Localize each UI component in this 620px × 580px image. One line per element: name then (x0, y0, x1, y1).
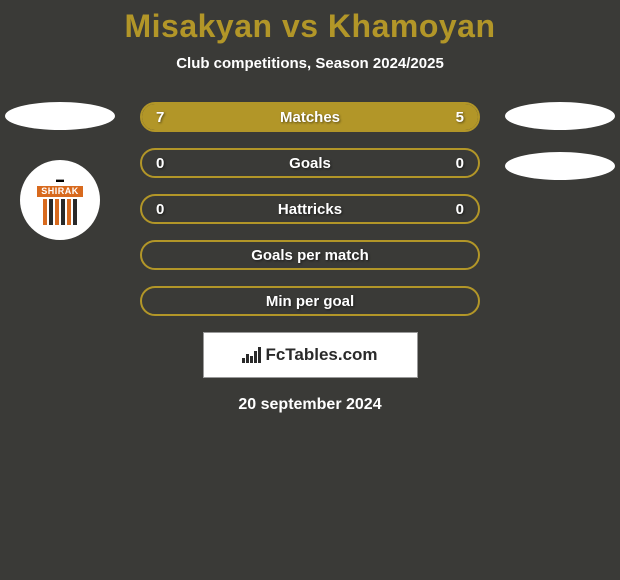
stat-label: Min per goal (266, 293, 354, 310)
stat-row: 0 Goals 0 (140, 148, 480, 178)
stat-label: Hattricks (278, 201, 342, 218)
stat-value-right: 0 (456, 155, 464, 172)
stat-value-left: 0 (156, 201, 164, 218)
player-left-placeholder (5, 102, 115, 130)
page-title: Misakyan vs Khamoyan (0, 8, 620, 45)
club-badge-icon: ▬ (37, 176, 83, 184)
stat-row: 0 Hattricks 0 (140, 194, 480, 224)
stat-value-right: 5 (456, 109, 464, 126)
stat-value-right: 0 (456, 201, 464, 218)
club-badge-stripes (37, 199, 83, 225)
club-right-placeholder (505, 152, 615, 180)
stat-label: Goals (289, 155, 331, 172)
stat-label: Goals per match (251, 247, 369, 264)
player-right-placeholder (505, 102, 615, 130)
header: Misakyan vs Khamoyan Club competitions, … (0, 0, 620, 72)
stat-label: Matches (280, 109, 340, 126)
stat-value-left: 7 (156, 109, 164, 126)
branding-text: FcTables.com (265, 345, 377, 365)
page-subtitle: Club competitions, Season 2024/2025 (0, 55, 620, 72)
stat-row: Min per goal (140, 286, 480, 316)
club-badge-left: ▬ SHIRAK (20, 160, 100, 240)
club-badge-name: SHIRAK (37, 186, 83, 197)
date-label: 20 september 2024 (0, 396, 620, 414)
comparison-content: ▬ SHIRAK 7 Matches 5 0 Goals 0 0 Hattricks 0 Goal… (0, 102, 620, 414)
stat-row: 7 Matches 5 (140, 102, 480, 132)
stat-value-left: 0 (156, 155, 164, 172)
chart-icon (242, 347, 261, 363)
stat-row: Goals per match (140, 240, 480, 270)
stats-list: 7 Matches 5 0 Goals 0 0 Hattricks 0 Goals per mat… (140, 102, 480, 316)
branding-box[interactable]: FcTables.com (203, 332, 418, 378)
